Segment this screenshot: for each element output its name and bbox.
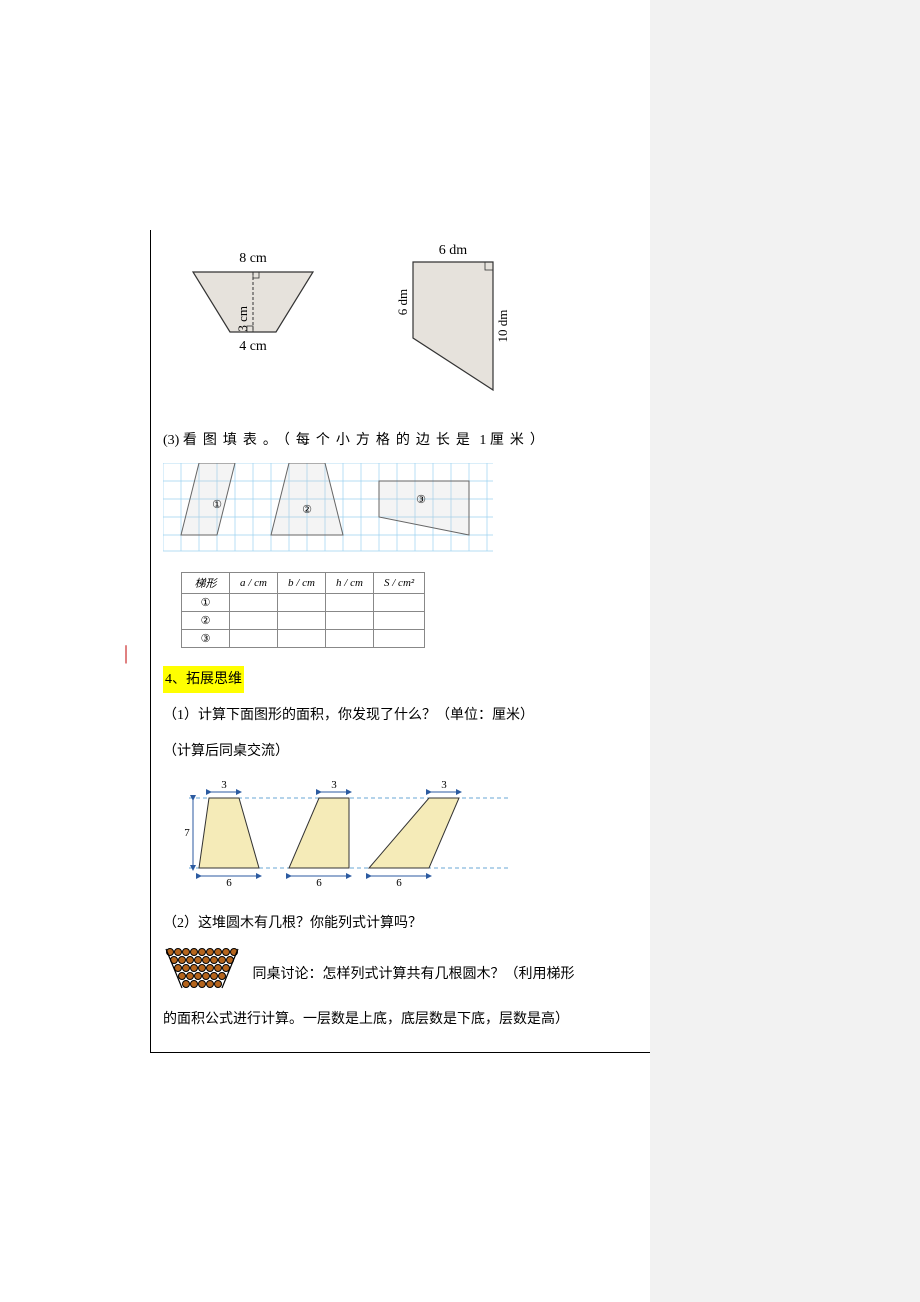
grid-shapes-figure: ① ② ③ [163, 463, 638, 558]
trap2-shape [413, 262, 493, 390]
trap2-left-label: 6 dm [395, 289, 410, 315]
cell: ① [182, 594, 230, 612]
trap-a-top-label: 3 [221, 779, 227, 791]
three-trapezoids-figure: 3 7 6 3 6 3 6 [179, 778, 638, 893]
trap-b-top-label: 3 [331, 779, 337, 791]
log-pile-figure [163, 946, 241, 1003]
trapezoid-2: 6 dm 6 dm 10 dm [383, 240, 533, 410]
th-a: a / cm [230, 573, 278, 594]
cell [374, 594, 425, 612]
cell [374, 612, 425, 630]
cell [230, 630, 278, 648]
cell [374, 630, 425, 648]
q4-1-line2: （计算后同桌交流） [163, 739, 638, 764]
th-shape: 梯形 [182, 573, 230, 594]
table-row: ② [182, 612, 425, 630]
q3-text: 看图填表。（每个小方格的边长是 [183, 433, 476, 448]
trap-c-bottom-label: 6 [396, 877, 402, 888]
trapezoid-1: 8 cm 3 cm 4 cm [163, 240, 343, 380]
content-inner: 8 cm 3 cm 4 cm 6 dm 6 dm 10 dm (3) 看图填表。… [151, 230, 650, 1052]
trap-a-bottom-label: 6 [226, 877, 232, 888]
question-3-text: (3) 看图填表。（每个小方格的边长是 1 厘米） [163, 428, 638, 453]
cell [278, 612, 326, 630]
section-4-heading: 4、拓展思维 [163, 666, 244, 693]
th-h: h / cm [326, 573, 374, 594]
logs-discussion-line1: 同桌讨论：怎样列式计算共有几根圆木？（利用梯形 [253, 967, 575, 982]
cell [278, 594, 326, 612]
three-traps-svg: 3 7 6 3 6 3 6 [179, 778, 519, 888]
q3-num: 1 [479, 433, 486, 448]
q4-2: （2）这堆圆木有几根？你能列式计算吗？ [163, 911, 638, 936]
cell [326, 612, 374, 630]
grid-shape-2 [271, 463, 343, 535]
cell [326, 630, 374, 648]
table-row: ① [182, 594, 425, 612]
logs-paragraph: 同桌讨论：怎样列式计算共有几根圆木？（利用梯形 [163, 946, 638, 1003]
trapezoid-diagrams-row: 8 cm 3 cm 4 cm 6 dm 6 dm 10 dm [163, 240, 638, 410]
right-sidebar-gray [650, 0, 920, 1302]
grid-label-2: ② [302, 504, 312, 516]
trap1-bottom-label: 4 cm [239, 339, 267, 354]
content-frame: 8 cm 3 cm 4 cm 6 dm 6 dm 10 dm (3) 看图填表。… [150, 230, 650, 1053]
th-b: b / cm [278, 573, 326, 594]
cell [326, 594, 374, 612]
grid-svg: ① ② ③ [163, 463, 493, 553]
cell: ② [182, 612, 230, 630]
trapezoid-data-table: 梯形 a / cm b / cm h / cm S / cm² ① ② [181, 572, 425, 648]
trap1-top-label: 8 cm [239, 251, 267, 266]
grid-label-1: ① [212, 499, 222, 511]
section-4-heading-wrap: 4、拓展思维 [163, 666, 638, 693]
cell [230, 594, 278, 612]
grid-shape-3 [379, 481, 469, 535]
cell: ③ [182, 630, 230, 648]
trap-a [199, 798, 259, 868]
edit-cursor: | [124, 642, 128, 665]
logs-discussion-line2: 的面积公式进行计算。一层数是上底，底层数是下底，层数是高） [163, 1007, 638, 1032]
log-pile-svg [163, 946, 241, 994]
trap-a-left-label: 7 [184, 827, 190, 839]
q3-prefix: (3) [163, 433, 179, 448]
trap-c-top-label: 3 [441, 779, 447, 791]
table-header-row: 梯形 a / cm b / cm h / cm S / cm² [182, 573, 425, 594]
grid-label-3: ③ [416, 494, 426, 506]
trap1-height-label: 3 cm [235, 306, 250, 332]
q3-unit: 厘米） [490, 433, 550, 448]
table-row: ③ [182, 630, 425, 648]
cell [230, 612, 278, 630]
trap2-top-label: 6 dm [439, 243, 468, 258]
q4-1-line1: （1）计算下面图形的面积，你发现了什么？（单位：厘米） [163, 703, 638, 728]
trap2-right-label: 10 dm [495, 310, 510, 343]
log-rows [167, 948, 238, 987]
trap-c [369, 798, 459, 868]
cell [278, 630, 326, 648]
trap-b-bottom-label: 6 [316, 877, 322, 888]
trap-b [289, 798, 349, 868]
th-s: S / cm² [374, 573, 425, 594]
